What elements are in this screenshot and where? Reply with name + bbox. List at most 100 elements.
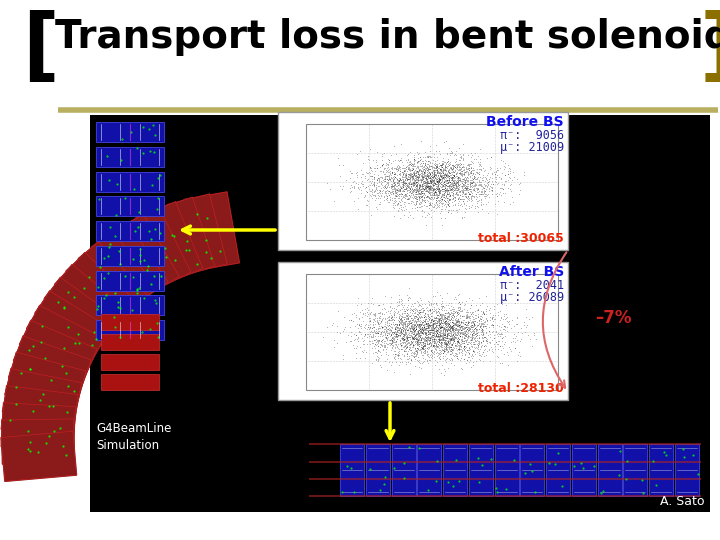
Point (462, 168, 474, 177)
Point (438, 319, 449, 328)
Point (464, 178, 475, 186)
Point (414, 160, 426, 168)
Point (429, 170, 441, 179)
Point (419, 198, 431, 206)
Point (473, 315, 485, 324)
Point (408, 155, 420, 164)
Point (427, 312, 438, 321)
Point (438, 171, 450, 180)
Point (406, 325, 418, 333)
Point (465, 178, 477, 186)
Point (456, 170, 468, 178)
Point (455, 170, 467, 178)
Point (436, 163, 448, 171)
Point (422, 170, 433, 178)
Point (446, 345, 457, 353)
Point (420, 339, 431, 347)
Point (385, 299, 397, 308)
Point (448, 171, 459, 179)
Point (365, 298, 377, 307)
Point (469, 311, 481, 320)
Point (431, 328, 443, 336)
Point (482, 339, 493, 347)
Point (437, 173, 449, 182)
Point (433, 174, 445, 183)
Point (425, 173, 436, 182)
Point (444, 325, 455, 334)
Point (431, 339, 442, 347)
Point (411, 197, 423, 205)
Point (428, 149, 440, 158)
Point (446, 348, 457, 357)
Point (500, 163, 511, 172)
Point (456, 318, 468, 326)
Point (399, 186, 410, 195)
Point (422, 337, 433, 346)
Point (472, 340, 484, 349)
Point (423, 188, 434, 197)
Point (459, 322, 470, 331)
Point (451, 163, 463, 171)
Point (426, 341, 437, 350)
Point (410, 200, 421, 208)
Point (418, 337, 430, 346)
Point (477, 309, 489, 318)
Point (451, 336, 463, 345)
Point (410, 164, 422, 173)
Point (513, 350, 524, 359)
Point (456, 333, 468, 342)
Point (459, 199, 470, 208)
Point (417, 345, 428, 353)
Point (422, 296, 433, 305)
Point (467, 347, 479, 355)
Point (446, 322, 458, 331)
Point (451, 178, 462, 186)
Point (480, 345, 491, 354)
Point (444, 167, 455, 176)
Point (434, 319, 446, 327)
Point (410, 174, 421, 183)
Point (428, 342, 439, 350)
Point (469, 306, 481, 315)
Point (398, 179, 410, 188)
Point (454, 312, 466, 320)
Point (428, 171, 440, 179)
Point (431, 299, 442, 307)
Point (344, 166, 356, 175)
Point (386, 336, 397, 345)
Point (454, 186, 465, 195)
Point (428, 168, 440, 177)
Point (465, 164, 477, 173)
Point (431, 178, 443, 186)
Point (443, 195, 454, 204)
Point (451, 340, 463, 348)
Point (421, 176, 433, 185)
Point (466, 308, 477, 316)
Point (404, 187, 415, 195)
Point (436, 319, 447, 327)
Point (399, 338, 410, 347)
Text: μ⁻: 21009: μ⁻: 21009 (500, 141, 564, 154)
Point (435, 342, 446, 350)
Point (452, 327, 464, 335)
Point (428, 184, 439, 193)
Point (426, 328, 438, 336)
Point (360, 324, 372, 333)
Point (427, 184, 438, 193)
Point (424, 326, 436, 334)
Point (499, 325, 510, 334)
Point (418, 167, 430, 176)
Point (396, 309, 408, 318)
Point (502, 167, 513, 176)
Point (457, 328, 469, 336)
Point (407, 333, 418, 342)
Point (427, 189, 438, 198)
Point (399, 166, 410, 175)
Point (404, 333, 415, 342)
Point (438, 346, 449, 354)
Point (438, 199, 449, 208)
Point (419, 308, 431, 317)
Point (436, 200, 448, 208)
Point (391, 336, 402, 345)
Point (432, 168, 444, 177)
